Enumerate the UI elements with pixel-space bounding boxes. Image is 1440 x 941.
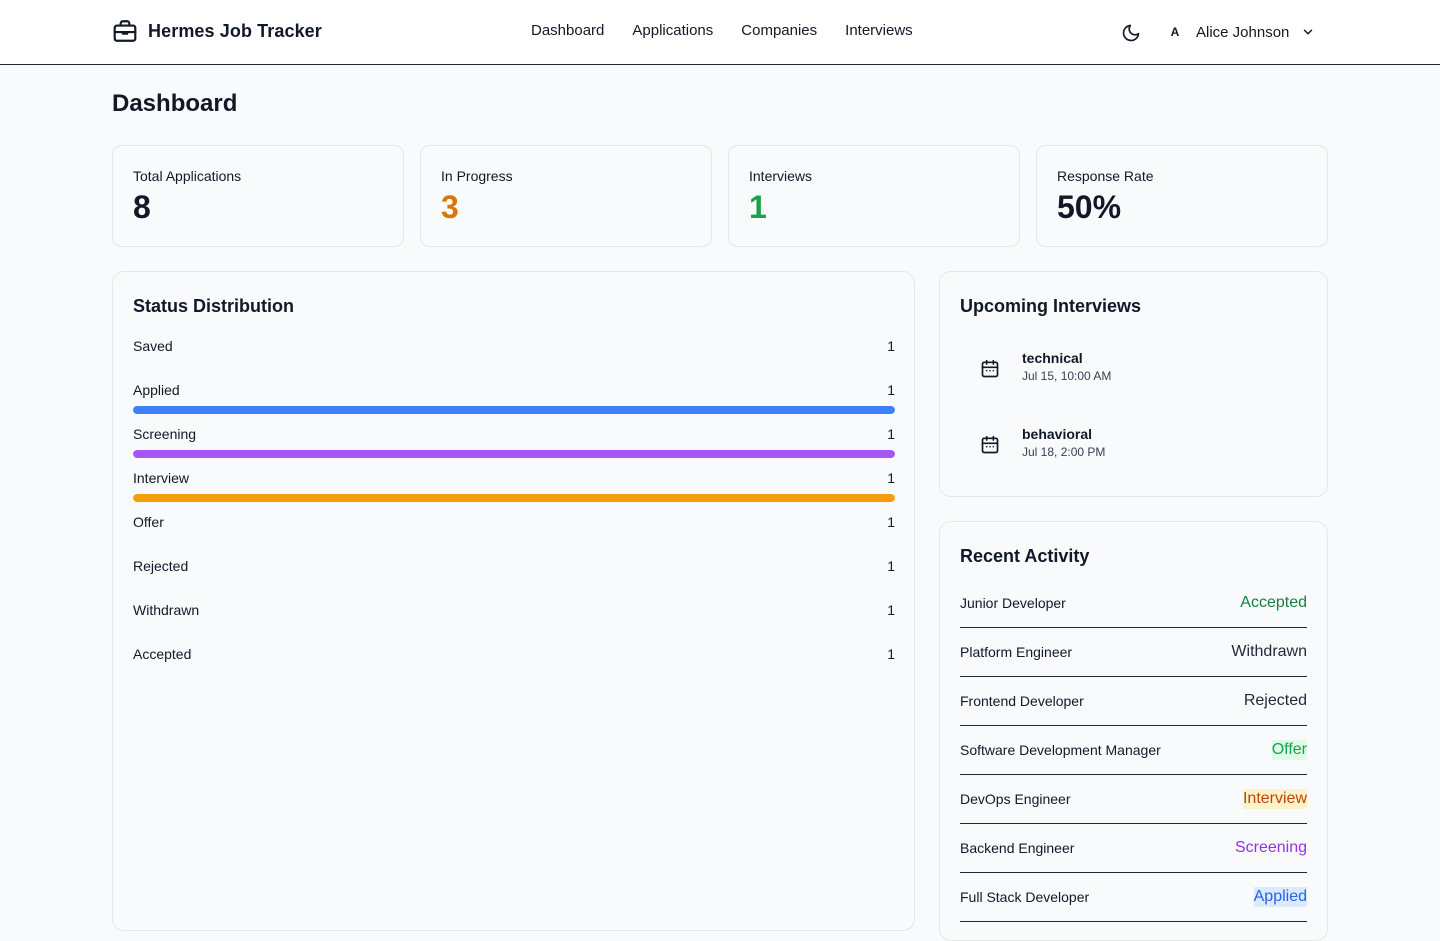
activity-title: Software Development Manager — [960, 742, 1161, 758]
calendar-icon — [981, 435, 999, 454]
status-bar — [133, 406, 895, 414]
status-label: Interview — [133, 470, 190, 486]
activity-status-badge: Applied — [1253, 887, 1307, 907]
status-bar — [133, 670, 895, 678]
status-count: 1 — [887, 426, 895, 442]
briefcase-icon — [113, 20, 137, 42]
status-row-offer: Offer 1 — [133, 514, 895, 554]
interview-item[interactable]: behavioral Jul 18, 2:00 PM — [980, 426, 1105, 459]
stat-card-total-applications: Total Applications 8 — [112, 145, 404, 247]
stat-value: 8 — [133, 189, 151, 225]
avatar: A — [1170, 25, 1180, 39]
stat-label: Response Rate — [1057, 168, 1154, 184]
stat-label: Interviews — [749, 168, 813, 184]
status-label: Saved — [133, 338, 173, 354]
activity-title: Frontend Developer — [960, 693, 1084, 709]
status-label: Applied — [133, 382, 180, 398]
status-row-withdrawn: Withdrawn 1 — [133, 602, 895, 642]
status-bar — [133, 538, 895, 546]
status-count: 1 — [887, 646, 895, 662]
activity-row[interactable]: Junior Developer Accepted — [960, 579, 1307, 628]
interview-type: behavioral — [1022, 426, 1093, 442]
status-label: Accepted — [133, 646, 192, 662]
status-bar-fill — [133, 450, 895, 458]
stat-card-in-progress: In Progress 3 — [420, 145, 712, 247]
user-menu-button[interactable]: A Alice Johnson — [1166, 20, 1315, 44]
nav-applications[interactable]: Applications — [632, 22, 714, 39]
status-count: 1 — [887, 470, 895, 486]
panel-title: Recent Activity — [960, 546, 1090, 566]
activity-row[interactable]: Backend Engineer Screening — [960, 824, 1307, 873]
status-row-applied: Applied 1 — [133, 382, 895, 422]
interview-time: Jul 15, 10:00 AM — [1022, 369, 1112, 383]
stat-value: 1 — [749, 189, 767, 225]
main-nav: Dashboard Applications Companies Intervi… — [531, 22, 913, 39]
moon-icon — [1122, 24, 1140, 42]
status-bar — [133, 450, 895, 458]
status-bar — [133, 582, 895, 590]
recent-activity-panel: Recent Activity Junior Developer Accepte… — [939, 521, 1328, 941]
activity-title: Junior Developer — [960, 595, 1066, 611]
calendar-icon — [981, 359, 999, 378]
status-bar — [133, 362, 895, 370]
status-count: 1 — [887, 558, 895, 574]
stat-card-response-rate: Response Rate 50% — [1036, 145, 1328, 247]
nav-interviews[interactable]: Interviews — [845, 22, 913, 39]
activity-title: Full Stack Developer — [960, 889, 1090, 905]
upcoming-interviews-panel: Upcoming Interviews technical Jul 15, 10… — [939, 271, 1328, 497]
status-bar-fill — [133, 494, 895, 502]
nav-companies[interactable]: Companies — [741, 22, 818, 39]
activity-row[interactable]: Full Stack Developer Applied — [960, 873, 1307, 922]
activity-row[interactable]: Platform Engineer Withdrawn — [960, 628, 1307, 677]
user-name: Alice Johnson — [1196, 23, 1290, 41]
activity-status-badge: Withdrawn — [1231, 643, 1307, 660]
brand-logo-link[interactable]: Hermes Job Tracker — [112, 18, 322, 44]
activity-row[interactable]: Software Development Manager Offer — [960, 726, 1307, 775]
activity-title: DevOps Engineer — [960, 791, 1071, 807]
activity-status-badge: Accepted — [1240, 594, 1307, 611]
brand-name: Hermes Job Tracker — [148, 20, 322, 41]
activity-title: Backend Engineer — [960, 840, 1075, 856]
status-row-saved: Saved 1 — [133, 338, 895, 378]
activity-row[interactable]: DevOps Engineer Interview — [960, 775, 1307, 824]
status-row-interview: Interview 1 — [133, 470, 895, 510]
status-label: Screening — [133, 426, 197, 442]
activity-status-badge: Interview — [1242, 789, 1307, 809]
activity-status-badge: Offer — [1271, 740, 1307, 760]
status-count: 1 — [887, 382, 895, 398]
nav-dashboard[interactable]: Dashboard — [531, 22, 605, 39]
panel-title: Status Distribution — [133, 296, 294, 316]
status-count: 1 — [887, 602, 895, 618]
status-distribution-panel: Status Distribution Saved 1 Applied 1 Sc… — [112, 271, 915, 931]
status-row-screening: Screening 1 — [133, 426, 895, 466]
status-bar — [133, 494, 895, 502]
status-label: Rejected — [133, 558, 189, 574]
stat-value: 3 — [441, 189, 459, 225]
status-label: Offer — [133, 514, 164, 530]
interview-type: technical — [1022, 350, 1083, 366]
stat-card-interviews: Interviews 1 — [728, 145, 1020, 247]
status-bar-fill — [133, 406, 895, 414]
status-count: 1 — [887, 338, 895, 354]
activity-title: Platform Engineer — [960, 644, 1073, 660]
stat-label: Total Applications — [133, 168, 242, 184]
status-label: Withdrawn — [133, 602, 200, 618]
interview-item[interactable]: technical Jul 15, 10:00 AM — [980, 350, 1111, 383]
top-navigation-bar: Hermes Job Tracker Dashboard Application… — [0, 0, 1440, 65]
activity-status-badge: Rejected — [1243, 692, 1307, 709]
page-title: Dashboard — [112, 90, 238, 117]
activity-row[interactable]: Frontend Developer Rejected — [960, 677, 1307, 726]
chevron-down-icon — [1304, 29, 1313, 35]
theme-toggle-button[interactable] — [1118, 20, 1144, 46]
status-count: 1 — [887, 514, 895, 530]
activity-status-badge: Screening — [1234, 839, 1307, 856]
stat-label: In Progress — [441, 168, 513, 184]
stat-value: 50% — [1057, 189, 1122, 225]
status-row-accepted: Accepted 1 — [133, 646, 895, 686]
status-row-rejected: Rejected 1 — [133, 558, 895, 598]
interview-time: Jul 18, 2:00 PM — [1022, 445, 1106, 459]
panel-title: Upcoming Interviews — [960, 296, 1142, 316]
status-bar — [133, 626, 895, 634]
